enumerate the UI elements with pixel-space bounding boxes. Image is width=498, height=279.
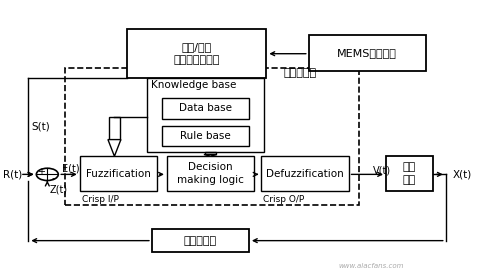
- Text: Decision
making logic: Decision making logic: [177, 162, 244, 185]
- Bar: [162, 126, 249, 146]
- Bar: [386, 156, 433, 191]
- Bar: [261, 156, 349, 191]
- Text: Rule base: Rule base: [180, 131, 231, 141]
- Text: 音圈
马达: 音圈 马达: [403, 162, 416, 185]
- Text: E(t): E(t): [62, 164, 79, 174]
- Text: S(t): S(t): [31, 122, 50, 132]
- Polygon shape: [109, 117, 120, 140]
- Text: -: -: [52, 173, 56, 183]
- Text: Crisp O/P: Crisp O/P: [263, 195, 304, 204]
- Text: Crisp I/P: Crisp I/P: [82, 195, 119, 204]
- Bar: [80, 156, 157, 191]
- Polygon shape: [108, 140, 121, 156]
- Text: +: +: [37, 167, 45, 177]
- Text: X(t): X(t): [453, 169, 473, 179]
- Text: Knowledge base: Knowledge base: [151, 80, 236, 90]
- Bar: [147, 78, 264, 152]
- Text: V(t): V(t): [373, 165, 390, 175]
- Bar: [65, 68, 359, 205]
- Text: 相机/手机
手抖信号估测器: 相机/手机 手抖信号估测器: [173, 42, 220, 65]
- Text: Data base: Data base: [179, 103, 232, 113]
- Text: www.alacfans.com: www.alacfans.com: [339, 263, 404, 269]
- Polygon shape: [205, 152, 216, 155]
- Bar: [167, 156, 254, 191]
- Bar: [309, 35, 426, 71]
- Text: Fuzzification: Fuzzification: [86, 169, 151, 179]
- Bar: [162, 98, 249, 119]
- Text: 模糊控制器: 模糊控制器: [284, 68, 317, 78]
- Bar: [127, 29, 266, 78]
- Bar: [152, 229, 249, 252]
- Text: Z(t): Z(t): [50, 185, 68, 195]
- Text: Defuzzification: Defuzzification: [266, 169, 344, 179]
- Text: MEMS惯性元件: MEMS惯性元件: [337, 48, 397, 58]
- Text: 位置传感器: 位置传感器: [184, 236, 217, 246]
- Polygon shape: [204, 155, 217, 156]
- Text: R(t): R(t): [3, 169, 22, 179]
